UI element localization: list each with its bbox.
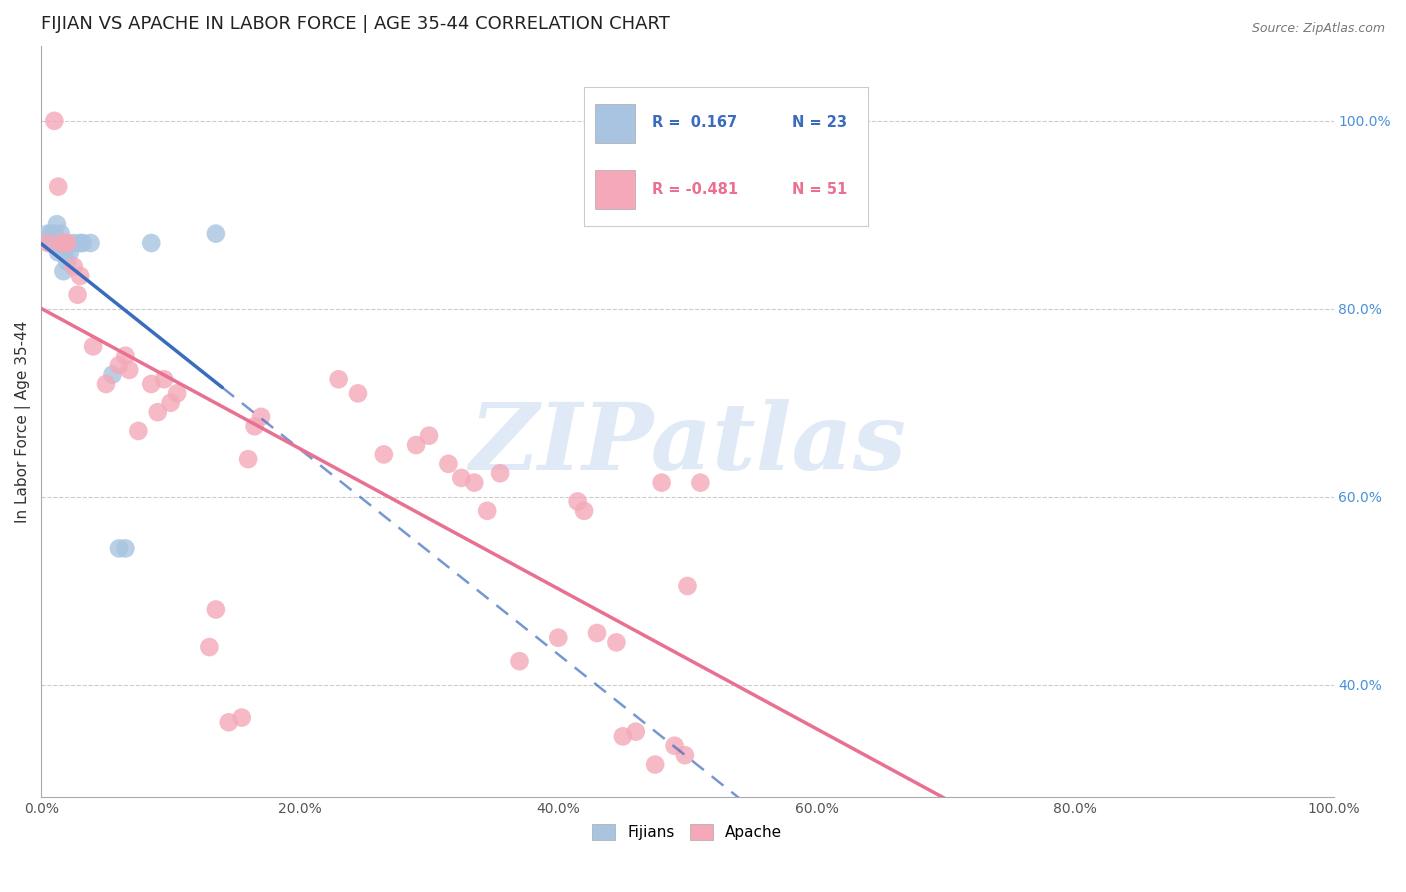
Point [46,245,69,260]
Point [146,405,169,419]
Point [45,217,67,231]
Point [44,113,66,128]
Point [66,287,89,301]
Point [44,235,66,250]
Point [141,235,163,250]
Point [118,363,141,377]
Point [62,260,84,274]
Point [572,504,595,518]
Point [39,235,62,250]
Point [489,467,512,481]
Point [508,654,530,668]
Point [673,748,696,763]
Point [59,245,82,260]
Point [586,626,609,640]
Point [231,710,253,724]
Point [46,179,69,194]
Point [328,372,350,386]
Point [49,227,72,241]
Point [51,235,73,250]
Point [141,376,163,391]
Point [405,438,427,452]
Point [153,372,176,386]
Point [114,541,136,556]
Point [56,255,79,269]
Point [373,447,395,461]
Point [108,541,131,556]
Text: Source: ZipAtlas.com: Source: ZipAtlas.com [1251,22,1385,36]
Point [53,235,76,250]
Text: ZIPatlas: ZIPatlas [470,399,905,489]
Point [644,757,666,772]
Point [166,386,188,401]
Point [108,358,131,372]
Point [52,264,75,278]
Point [437,457,460,471]
Point [477,504,499,518]
Point [676,579,699,593]
Point [243,419,266,434]
Point [94,376,117,391]
Point [218,715,240,730]
Point [198,640,221,654]
Point [547,631,569,645]
Point [450,471,472,485]
Point [56,235,79,250]
Point [250,409,273,424]
Point [205,227,228,241]
Point [37,235,59,250]
Point [463,475,485,490]
Point [69,268,91,283]
Point [62,235,84,250]
Point [205,602,228,616]
Point [53,245,76,260]
Point [347,386,370,401]
Point [127,424,149,438]
Point [79,235,101,250]
Point [605,635,627,649]
Point [49,235,72,250]
Point [72,235,94,250]
Point [41,227,63,241]
Point [651,475,673,490]
Point [664,739,686,753]
Point [53,235,76,250]
Point [101,368,124,382]
Point [418,428,440,442]
Point [159,396,181,410]
Point [689,475,711,490]
Text: FIJIAN VS APACHE IN LABOR FORCE | AGE 35-44 CORRELATION CHART: FIJIAN VS APACHE IN LABOR FORCE | AGE 35… [41,15,671,33]
Point [236,452,259,467]
Point [624,724,647,739]
Point [567,494,589,508]
Point [69,235,91,250]
Point [37,227,59,241]
Legend: Fijians, Apache: Fijians, Apache [586,818,789,847]
Point [612,730,634,744]
Point [82,339,104,353]
Point [114,349,136,363]
Point [44,227,66,241]
Y-axis label: In Labor Force | Age 35-44: In Labor Force | Age 35-44 [15,320,31,523]
